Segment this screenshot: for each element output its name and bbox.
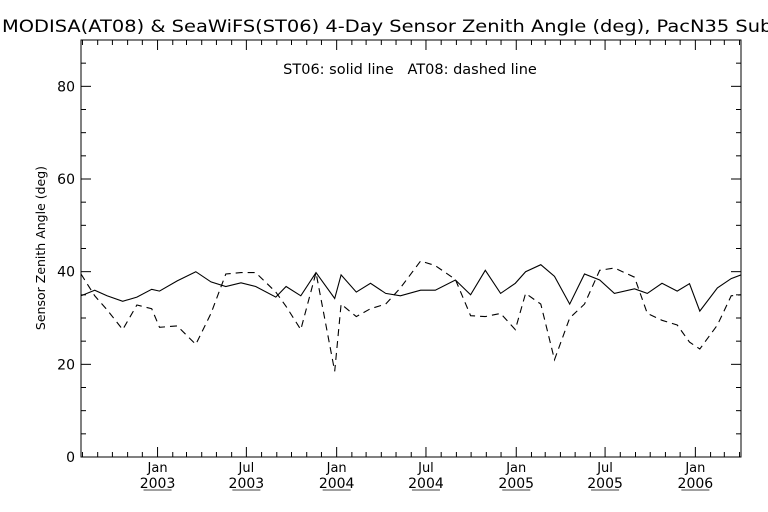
x-tick-label-month: Jul: [596, 461, 613, 476]
x-tick-label-month: Jul: [417, 461, 434, 476]
line-style-note: ST06: solid line AT08: dashed line: [283, 62, 537, 78]
y-tick-label: 20: [57, 357, 75, 373]
x-tick-label-year: 2005: [587, 476, 623, 492]
y-axis: 0 20 40 60 80: [57, 39, 741, 466]
x-tick-label-year: 2004: [408, 476, 444, 492]
series-line-at08: [81, 260, 741, 372]
x-tick-label-year: 2003: [140, 476, 176, 492]
y-tick-label: 80: [57, 79, 75, 95]
y-tick-label: 60: [57, 172, 75, 188]
x-tick-label-year: 2003: [229, 476, 265, 492]
series-line-st06: [81, 264, 741, 313]
y-tick-label: 0: [66, 450, 75, 466]
y-axis-label: Sensor Zenith Angle (deg): [33, 166, 48, 330]
x-tick-label-year: 2004: [319, 476, 355, 492]
x-tick-label-month: Jul: [238, 461, 255, 476]
x-tick-label-month: Jan: [684, 461, 705, 476]
x-tick-label-month: Jan: [326, 461, 347, 476]
y-tick-label: 40: [57, 265, 75, 281]
series-lines: [81, 260, 741, 372]
x-tick-label-month: Jan: [505, 461, 526, 476]
chart-title: MODISA(AT08) & SeaWiFS(ST06) 4-Day Senso…: [2, 17, 768, 36]
x-tick-label-month: Jan: [147, 461, 168, 476]
x-tick-label-year: 2005: [498, 476, 534, 492]
x-axis: Jan2003Jul2003Jan2004Jul2004Jan2005Jul20…: [81, 40, 741, 492]
plot-frame: [80, 39, 742, 458]
x-tick-label-year: 2006: [678, 476, 714, 492]
